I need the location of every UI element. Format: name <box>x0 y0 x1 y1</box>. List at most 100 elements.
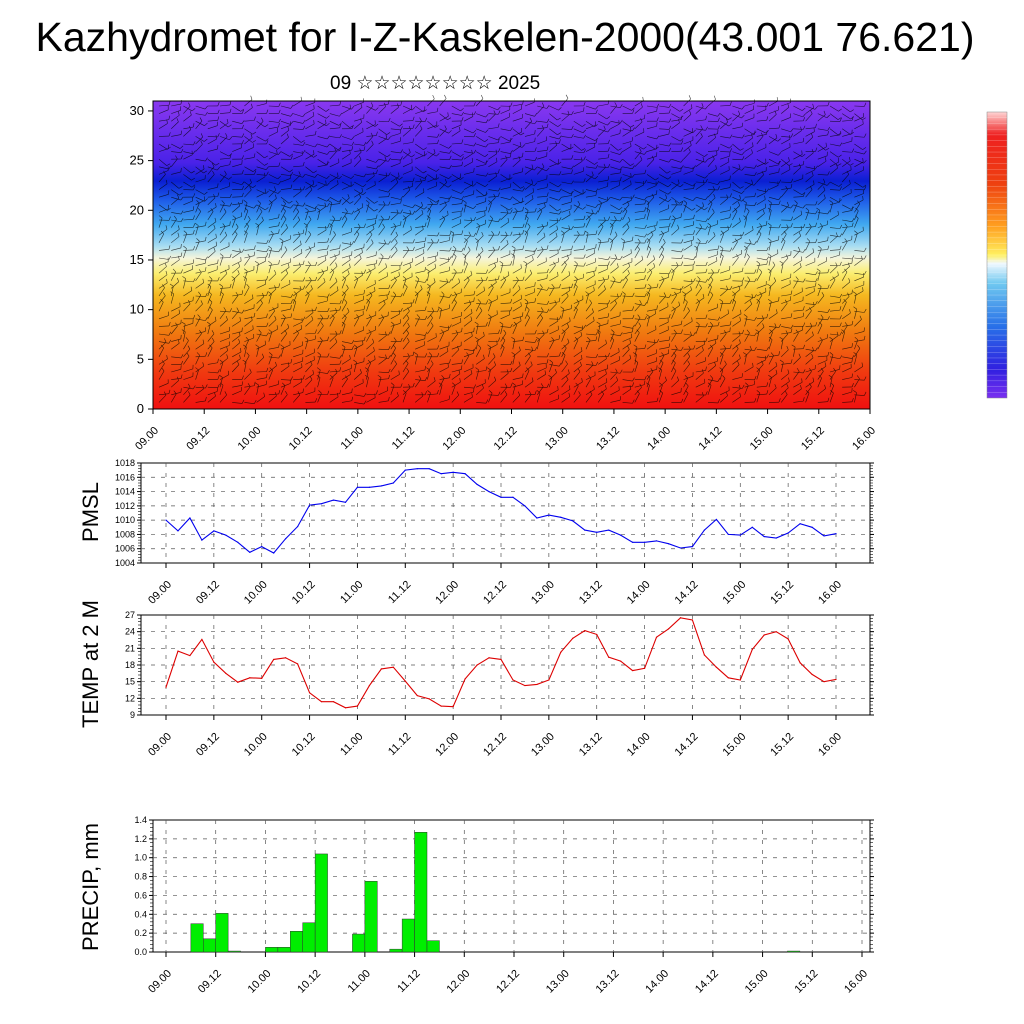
wind-barb <box>671 136 681 142</box>
wind-barb <box>817 271 821 281</box>
wind-barb <box>805 286 816 289</box>
wind-barb <box>610 371 621 374</box>
wind-barb <box>232 293 243 297</box>
x-tick-label: 11.12 <box>386 731 413 758</box>
wind-barb-flag <box>554 300 557 305</box>
wind-barb <box>280 188 291 190</box>
wind-barb <box>475 369 480 380</box>
wind-barb <box>549 105 559 111</box>
data-point <box>632 541 634 543</box>
wind-barb <box>219 112 230 114</box>
wind-barb-flag <box>838 154 842 158</box>
wind-barb-flag <box>546 328 549 333</box>
wind-barb <box>732 114 740 122</box>
wind-barb <box>598 103 609 107</box>
wind-barb-flag <box>449 155 452 160</box>
wind-barb <box>817 128 828 131</box>
wind-barb <box>366 175 375 183</box>
wind-barb-flag <box>473 347 477 351</box>
wind-barb-flag <box>166 163 171 166</box>
wind-barb <box>378 242 389 245</box>
wind-barb <box>683 257 694 260</box>
wind-barb <box>658 295 667 304</box>
wind-barb-flag <box>703 340 705 345</box>
wind-barb-flag <box>705 261 708 266</box>
wind-barb <box>695 241 701 251</box>
wind-barb <box>695 372 704 380</box>
wind-barb-flag <box>229 253 232 258</box>
wind-barb <box>683 166 694 170</box>
wind-barb <box>500 314 510 320</box>
wind-barb-flag <box>839 117 842 122</box>
wind-barb <box>329 104 340 107</box>
wind-barb <box>524 370 530 380</box>
wind-barb <box>817 155 828 160</box>
wind-barb <box>573 326 584 329</box>
wind-barb-flag <box>326 115 330 119</box>
wind-barb-flag <box>229 283 232 288</box>
wind-barb <box>585 320 595 327</box>
wind-barb <box>195 178 206 183</box>
wind-barb <box>634 121 643 130</box>
wind-barb <box>390 295 401 298</box>
wind-barb <box>756 294 763 304</box>
wind-barb-flag <box>676 376 679 381</box>
wind-barb-flag <box>217 183 219 188</box>
wind-barb <box>780 362 784 373</box>
wind-barb-flag <box>460 108 464 112</box>
wind-barb <box>475 339 479 350</box>
wind-barb <box>439 151 450 154</box>
wind-barb-flag <box>620 176 622 181</box>
wind-barb-flag <box>290 359 293 364</box>
wind-barb <box>402 278 407 289</box>
wind-barb-flag <box>338 122 342 126</box>
wind-barb-flag <box>767 283 771 287</box>
wind-barb <box>732 113 742 119</box>
wind-barb <box>476 195 487 198</box>
wind-barb-flag <box>761 170 764 175</box>
wind-barb-flag <box>761 315 764 320</box>
wind-barb <box>158 383 169 388</box>
wind-barb <box>171 103 182 107</box>
wind-barb <box>390 385 395 395</box>
wind-barb-flag <box>576 231 580 235</box>
wind-barb-flag <box>253 204 257 209</box>
data-point <box>667 543 670 545</box>
wind-barb-flag <box>681 201 684 206</box>
wind-barb <box>414 317 420 327</box>
wind-barb <box>244 107 253 114</box>
wind-barb-flag <box>607 216 611 221</box>
wind-barb-flag <box>696 298 700 303</box>
wind-barb <box>329 309 340 312</box>
wind-barb-flag <box>241 170 244 174</box>
wind-barb-flag <box>339 330 342 335</box>
wind-barb-flag <box>756 260 760 264</box>
wind-barb <box>463 373 473 380</box>
wind-barb-flag <box>421 209 424 214</box>
wind-barb-flag <box>254 400 257 404</box>
wind-barb <box>256 103 267 107</box>
wind-barb <box>439 377 450 380</box>
wind-barb-flag <box>668 109 671 114</box>
wind-barb <box>659 166 668 174</box>
wind-barb <box>354 102 364 107</box>
wind-barb-flag <box>278 181 282 185</box>
wind-barb-flag <box>610 336 615 341</box>
wind-barb <box>793 250 804 253</box>
wind-barb-flag <box>461 161 464 166</box>
wind-barb <box>781 146 791 152</box>
wind-barb <box>170 286 174 297</box>
wind-barb-flag <box>603 163 606 168</box>
wind-barb <box>561 143 571 150</box>
wind-barb-flag <box>862 147 867 150</box>
wind-barb <box>524 218 529 228</box>
wind-barb <box>671 391 682 396</box>
x-tick-label: 11.00 <box>338 579 365 606</box>
wind-barb-flag <box>654 225 656 230</box>
wind-barb <box>744 248 748 259</box>
wind-barb-flag <box>705 105 709 110</box>
wind-barb-flag <box>168 132 171 137</box>
wind-barb <box>768 100 778 107</box>
wind-barb-flag <box>356 314 360 318</box>
wind-barb <box>622 349 630 358</box>
